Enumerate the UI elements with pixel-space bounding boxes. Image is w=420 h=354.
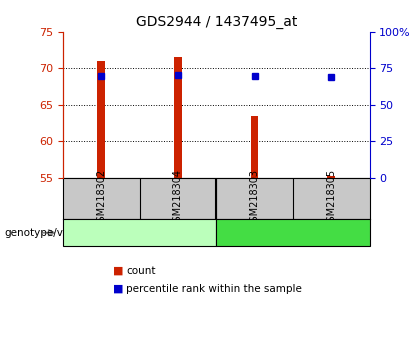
- Title: GDS2944 / 1437495_at: GDS2944 / 1437495_at: [136, 16, 297, 29]
- Text: GSM218305: GSM218305: [326, 169, 336, 228]
- Text: count: count: [126, 266, 155, 276]
- Bar: [174, 57, 182, 178]
- Text: ■: ■: [113, 284, 124, 293]
- Text: percentile rank within the sample: percentile rank within the sample: [126, 284, 302, 293]
- Bar: [251, 116, 258, 178]
- Bar: [97, 61, 105, 178]
- Text: GSM218304: GSM218304: [173, 169, 183, 228]
- Text: GSM218302: GSM218302: [96, 169, 106, 228]
- Text: ■: ■: [113, 266, 124, 276]
- Text: GSM218303: GSM218303: [249, 169, 260, 228]
- Text: Trib1-deficient: Trib1-deficient: [253, 228, 333, 238]
- Text: genotype/variation: genotype/variation: [4, 228, 103, 238]
- Bar: [328, 176, 335, 178]
- Text: wild type: wild type: [114, 228, 165, 238]
